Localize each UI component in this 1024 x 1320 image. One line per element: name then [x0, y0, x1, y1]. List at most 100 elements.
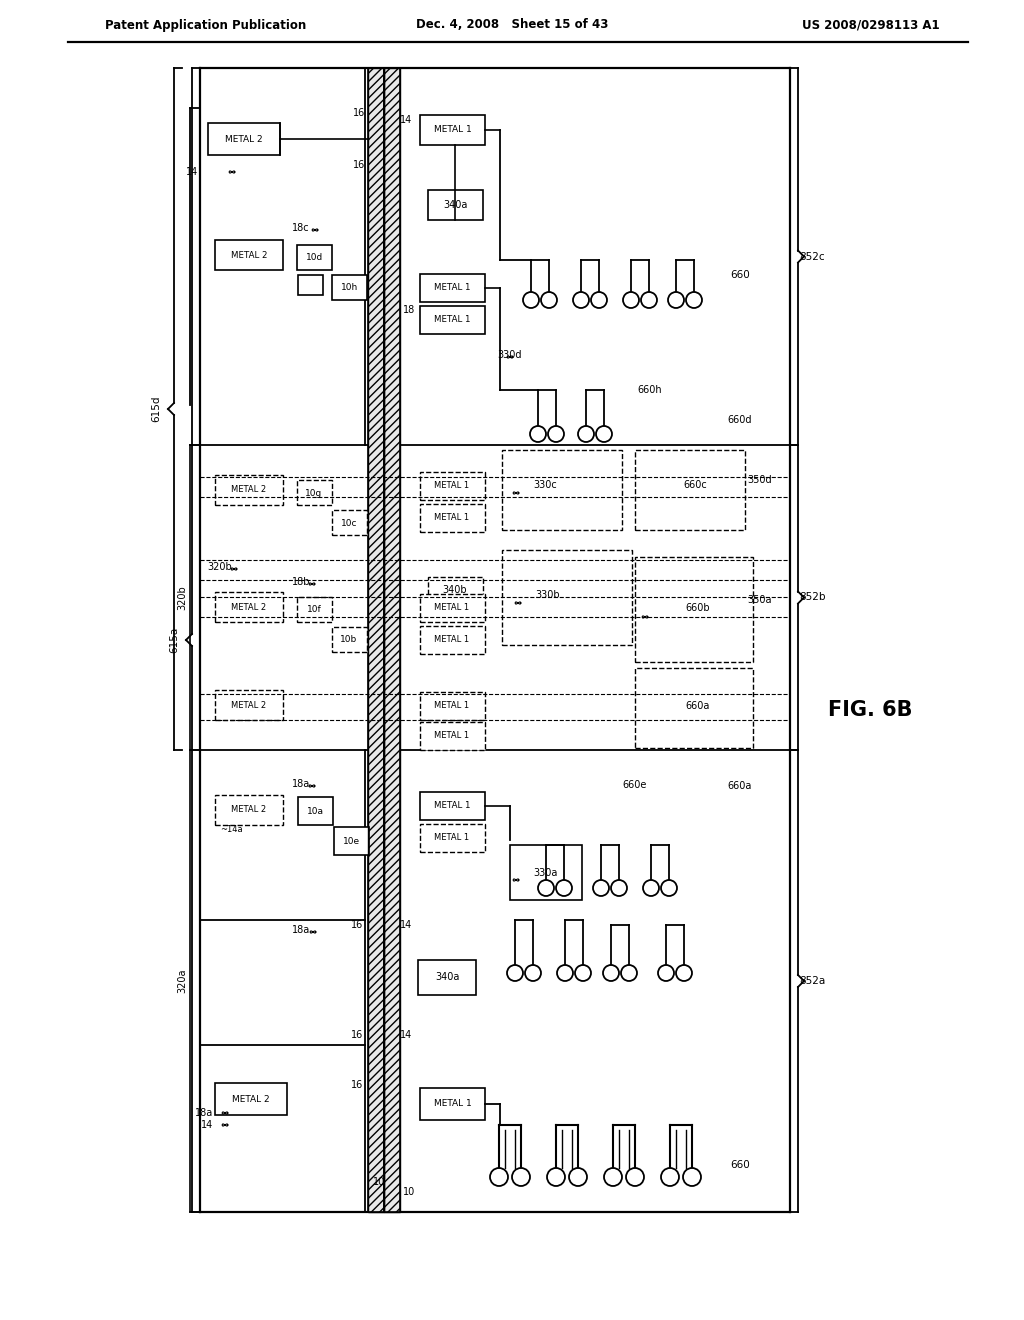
Text: 660h: 660h: [638, 385, 663, 395]
Circle shape: [676, 965, 692, 981]
Text: 330a: 330a: [534, 869, 558, 878]
Text: 340a: 340a: [435, 973, 459, 982]
Text: 10c: 10c: [341, 519, 357, 528]
Circle shape: [626, 1168, 644, 1185]
Bar: [420, 692, 485, 719]
Bar: [428, 577, 483, 602]
Text: METAL 1: METAL 1: [434, 635, 470, 644]
Text: 10g: 10g: [305, 488, 323, 498]
Bar: [298, 275, 323, 294]
Text: 660b: 660b: [686, 603, 711, 612]
Text: 18c: 18c: [293, 223, 310, 234]
Bar: [420, 824, 485, 851]
Text: 10h: 10h: [341, 282, 358, 292]
Text: 615d: 615d: [151, 396, 161, 422]
Text: 14: 14: [400, 1030, 413, 1040]
Circle shape: [547, 1168, 565, 1185]
Bar: [502, 550, 632, 645]
Text: 320b: 320b: [207, 562, 232, 572]
Bar: [418, 960, 476, 995]
Bar: [368, 69, 384, 1212]
Text: METAL 1: METAL 1: [434, 482, 470, 491]
Circle shape: [557, 965, 573, 981]
Text: 10d: 10d: [306, 253, 324, 261]
Bar: [298, 797, 333, 825]
Text: 14: 14: [400, 920, 413, 931]
Bar: [368, 69, 384, 1212]
Circle shape: [575, 965, 591, 981]
Text: Dec. 4, 2008   Sheet 15 of 43: Dec. 4, 2008 Sheet 15 of 43: [416, 18, 608, 32]
Bar: [297, 597, 332, 622]
Bar: [384, 69, 400, 1212]
Circle shape: [578, 426, 594, 442]
Text: METAL 2: METAL 2: [231, 602, 266, 611]
Bar: [332, 275, 367, 300]
Bar: [215, 690, 283, 719]
Text: 10: 10: [373, 1177, 385, 1187]
Text: METAL 2: METAL 2: [231, 805, 266, 814]
Circle shape: [512, 1168, 530, 1185]
Circle shape: [591, 292, 607, 308]
Text: 330c: 330c: [534, 480, 557, 490]
Text: 14: 14: [185, 168, 198, 177]
Bar: [215, 795, 283, 825]
Text: METAL 1: METAL 1: [434, 284, 471, 293]
Circle shape: [668, 292, 684, 308]
Text: 852b: 852b: [799, 593, 825, 602]
Bar: [635, 557, 753, 663]
Circle shape: [641, 292, 657, 308]
Text: 852c: 852c: [799, 252, 824, 261]
Text: METAL 1: METAL 1: [433, 125, 471, 135]
Text: 10e: 10e: [343, 837, 360, 846]
Text: 660d: 660d: [728, 414, 753, 425]
Text: 16: 16: [352, 108, 365, 117]
Circle shape: [662, 880, 677, 896]
Bar: [428, 190, 483, 220]
Circle shape: [596, 426, 612, 442]
Text: FIG. 6B: FIG. 6B: [827, 700, 912, 719]
Circle shape: [611, 880, 627, 896]
Text: METAL 1: METAL 1: [434, 513, 470, 523]
Bar: [384, 69, 400, 1212]
Bar: [420, 1088, 485, 1119]
Circle shape: [604, 1168, 622, 1185]
Text: 16: 16: [351, 1080, 362, 1090]
Text: 320a: 320a: [177, 969, 187, 993]
Text: 10f: 10f: [306, 606, 322, 615]
Text: 660: 660: [730, 1160, 750, 1170]
Bar: [297, 246, 332, 271]
Text: US 2008/0298113 A1: US 2008/0298113 A1: [803, 18, 940, 32]
Text: METAL 1: METAL 1: [434, 315, 471, 325]
Circle shape: [538, 880, 554, 896]
Circle shape: [623, 292, 639, 308]
Text: 18a: 18a: [292, 925, 310, 935]
Bar: [420, 275, 485, 302]
Text: 18b: 18b: [292, 577, 310, 587]
Text: ~14a: ~14a: [220, 825, 243, 834]
Bar: [420, 626, 485, 653]
Circle shape: [683, 1168, 701, 1185]
Circle shape: [548, 426, 564, 442]
Bar: [215, 240, 283, 271]
Circle shape: [593, 880, 609, 896]
Circle shape: [621, 965, 637, 981]
Bar: [297, 480, 332, 506]
Text: 330d: 330d: [497, 350, 521, 360]
Text: 14: 14: [400, 115, 413, 125]
Text: 340b: 340b: [442, 585, 467, 595]
Bar: [420, 792, 485, 820]
Bar: [510, 845, 582, 900]
Text: 660a: 660a: [686, 701, 711, 711]
Text: 350a: 350a: [748, 595, 772, 605]
Text: 16: 16: [351, 1030, 362, 1040]
Text: 350d: 350d: [748, 475, 772, 484]
Bar: [420, 722, 485, 750]
Text: METAL 1: METAL 1: [434, 603, 470, 612]
Circle shape: [569, 1168, 587, 1185]
Bar: [502, 450, 622, 531]
Circle shape: [643, 880, 659, 896]
Text: METAL 2: METAL 2: [232, 1094, 269, 1104]
Text: 320b: 320b: [177, 586, 187, 610]
Bar: [215, 591, 283, 622]
Text: METAL 2: METAL 2: [231, 701, 266, 710]
